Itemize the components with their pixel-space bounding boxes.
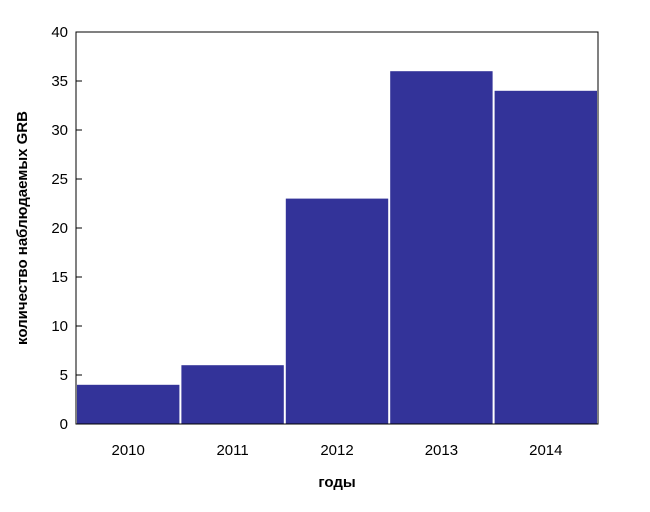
y-axis-ticks: [76, 31, 82, 425]
y-tick-label: 40: [51, 24, 68, 41]
x-tick-label-2012: 2012: [320, 442, 353, 459]
y-tick-label: 30: [51, 122, 68, 139]
y-tick-label: 25: [51, 171, 68, 188]
bar-2011: [181, 365, 284, 424]
bar-2013: [390, 71, 493, 424]
bar-2012: [285, 198, 389, 424]
y-axis-tick-labels: 0 5 10 15 20 25 30 35 40: [51, 24, 68, 433]
y-tick-label: 10: [51, 318, 68, 335]
x-tick-label-2011: 2011: [216, 442, 248, 459]
x-tick-label-2013: 2013: [425, 442, 458, 459]
x-tick-label-2010: 2010: [112, 442, 145, 459]
y-tick-label: 15: [51, 269, 68, 286]
x-tick-label-2014: 2014: [529, 442, 562, 459]
bar-2014: [494, 90, 597, 425]
y-tick-label: 5: [60, 367, 68, 384]
bars-group: [77, 71, 597, 425]
y-axis-title: количество наблюдаемых GRB: [14, 111, 31, 345]
y-tick-label: 0: [60, 416, 68, 433]
y-tick-label: 35: [51, 73, 68, 90]
x-axis-tick-labels: 2010 2011 2012 2013 2014: [112, 442, 563, 459]
bar-2010: [77, 384, 180, 424]
y-tick-label: 20: [51, 220, 68, 237]
x-axis-title: годы: [318, 474, 355, 491]
